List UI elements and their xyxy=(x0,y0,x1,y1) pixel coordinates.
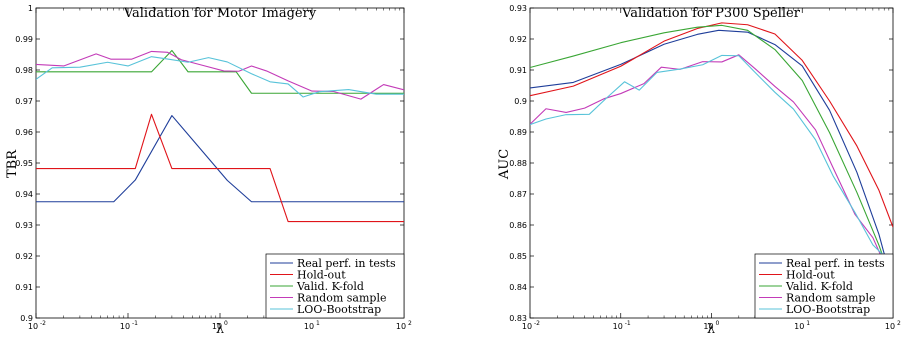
y-tick-label: 0.91 xyxy=(509,66,527,75)
legend-label: LOO-Bootstrap xyxy=(297,303,381,316)
y-tick-label: 0.83 xyxy=(509,314,527,323)
y-tick-label: 0.99 xyxy=(15,35,33,44)
x-tick-exponent: 0 xyxy=(224,320,228,327)
x-tick-label: 10 xyxy=(613,322,623,331)
x-tick-exponent: 2 xyxy=(897,320,901,327)
legend-label: Real perf. in tests xyxy=(786,257,885,270)
x-tick-exponent: -1 xyxy=(625,320,631,327)
legend-label: Random sample xyxy=(297,292,386,305)
x-tick-label: 10 xyxy=(120,322,130,331)
series-group xyxy=(530,22,893,287)
y-tick-label: 0.97 xyxy=(15,97,33,106)
series-line-random-sample xyxy=(36,50,404,100)
chart-panel-motor-imagery: Validation for Motor Imagery TBR λ 0.9 0.… xyxy=(5,4,412,337)
y-tick-label: 0.9 xyxy=(20,314,33,323)
x-tick-label: 10 xyxy=(396,322,406,331)
legend-label: Random sample xyxy=(786,292,875,305)
series-line-valid-k-fold xyxy=(36,49,404,94)
series-line-hold-out xyxy=(530,22,893,228)
x-tick-exponent: -1 xyxy=(132,320,138,327)
y-tick-label: 0.92 xyxy=(509,35,527,44)
series-line-real-perf-in-tests xyxy=(36,115,404,203)
x-tick-label: 10 xyxy=(304,322,314,331)
chart-title: Validation for P300 Speller xyxy=(621,6,801,21)
x-tick-label: 10 xyxy=(212,322,222,331)
chart-panel-p300-speller: Validation for P300 Speller AUC λ 0.83 0.… xyxy=(497,4,901,337)
y-axis-label: TBR xyxy=(5,149,20,178)
y-tick-label: 0.92 xyxy=(15,252,33,261)
series-group xyxy=(36,49,404,223)
x-tick-exponent: 0 xyxy=(716,320,720,327)
y-tick-label: 0.98 xyxy=(15,66,33,75)
y-tick-label: 0.85 xyxy=(509,252,527,261)
legend-label: Hold-out xyxy=(297,269,346,282)
x-tick-exponent: -2 xyxy=(40,320,46,327)
legend-label: Hold-out xyxy=(786,269,835,282)
x-tick-exponent: -2 xyxy=(534,320,540,327)
y-tick-label: 0.87 xyxy=(509,190,527,199)
series-line-hold-out xyxy=(36,113,404,223)
x-tick-exponent: 2 xyxy=(408,320,412,327)
y-tick-label: 0.88 xyxy=(509,159,527,168)
x-tick-label: 10 xyxy=(885,322,895,331)
y-tick-label: 0.86 xyxy=(509,221,527,230)
series-line-loo-bootstrap xyxy=(530,54,893,266)
chart-title: Validation for Motor Imagery xyxy=(123,6,317,21)
series-line-loo-bootstrap xyxy=(36,56,404,98)
x-axis-label: λ xyxy=(216,322,224,337)
y-tick-label: 0.9 xyxy=(514,97,527,106)
x-tick-label: 10 xyxy=(703,322,713,331)
y-tick-label: 0.95 xyxy=(15,159,33,168)
y-tick-label: 1 xyxy=(28,4,33,13)
y-tick-label: 0.93 xyxy=(509,4,527,13)
legend-label: LOO-Bootstrap xyxy=(786,303,870,316)
legend-label: Real perf. in tests xyxy=(297,257,396,270)
legend-label: Valid. K-fold xyxy=(296,280,364,293)
x-tick-exponent: 1 xyxy=(806,320,810,327)
series-line-random-sample xyxy=(530,54,893,283)
series-line-valid-k-fold xyxy=(530,24,893,285)
x-axis-label: λ xyxy=(707,322,715,337)
x-tick-exponent: 1 xyxy=(316,320,320,327)
series-line-real-perf-in-tests xyxy=(530,29,893,287)
y-axis-label: AUC xyxy=(497,149,512,180)
y-tick-label: 0.93 xyxy=(15,221,33,230)
y-tick-label: 0.84 xyxy=(509,283,527,292)
x-tick-label: 10 xyxy=(794,322,804,331)
y-tick-label: 0.94 xyxy=(15,190,33,199)
y-tick-label: 0.96 xyxy=(15,128,33,137)
y-tick-label: 0.91 xyxy=(15,283,33,292)
legend-label: Valid. K-fold xyxy=(785,280,853,293)
x-tick-label: 10 xyxy=(28,322,38,331)
x-tick-label: 10 xyxy=(522,322,532,331)
y-tick-label: 0.89 xyxy=(509,128,527,137)
